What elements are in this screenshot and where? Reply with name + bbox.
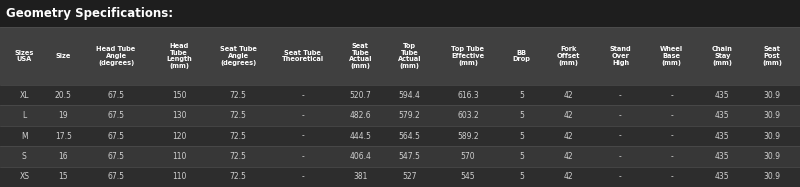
Text: 570: 570 bbox=[461, 152, 475, 161]
Text: -: - bbox=[619, 172, 622, 181]
Text: 444.5: 444.5 bbox=[350, 131, 371, 141]
Text: 110: 110 bbox=[172, 172, 186, 181]
Text: 5: 5 bbox=[519, 131, 524, 141]
Text: 67.5: 67.5 bbox=[107, 111, 125, 120]
Text: 5: 5 bbox=[519, 91, 524, 100]
Text: 30.9: 30.9 bbox=[764, 111, 781, 120]
Text: 19: 19 bbox=[58, 111, 68, 120]
Text: -: - bbox=[301, 172, 304, 181]
Text: 17.5: 17.5 bbox=[54, 131, 71, 141]
Text: -: - bbox=[619, 111, 622, 120]
Text: 130: 130 bbox=[172, 111, 186, 120]
Text: 5: 5 bbox=[519, 111, 524, 120]
Text: Head
Tube
Length
(mm): Head Tube Length (mm) bbox=[166, 43, 192, 69]
Text: Seat Tube
Theoretical: Seat Tube Theoretical bbox=[282, 50, 324, 62]
Bar bbox=[0, 85, 800, 105]
Text: S: S bbox=[22, 152, 26, 161]
Text: 110: 110 bbox=[172, 152, 186, 161]
Bar bbox=[0, 146, 800, 167]
Text: -: - bbox=[670, 172, 673, 181]
Text: -: - bbox=[670, 152, 673, 161]
Text: 406.4: 406.4 bbox=[350, 152, 371, 161]
Text: 42: 42 bbox=[564, 131, 574, 141]
Text: 72.5: 72.5 bbox=[230, 91, 246, 100]
Text: 72.5: 72.5 bbox=[230, 152, 246, 161]
Bar bbox=[0, 126, 800, 146]
Text: Top Tube
Effective
(mm): Top Tube Effective (mm) bbox=[451, 46, 485, 66]
Text: 67.5: 67.5 bbox=[107, 91, 125, 100]
Text: 30.9: 30.9 bbox=[764, 131, 781, 141]
Text: 435: 435 bbox=[715, 91, 730, 100]
Text: 72.5: 72.5 bbox=[230, 131, 246, 141]
Text: Top
Tube
Actual
(mm): Top Tube Actual (mm) bbox=[398, 43, 422, 69]
Text: 527: 527 bbox=[402, 172, 417, 181]
Text: 520.7: 520.7 bbox=[350, 91, 371, 100]
Text: -: - bbox=[301, 131, 304, 141]
Bar bbox=[0, 167, 800, 187]
Text: XS: XS bbox=[19, 172, 30, 181]
Text: 482.6: 482.6 bbox=[350, 111, 371, 120]
Text: -: - bbox=[619, 91, 622, 100]
Text: 381: 381 bbox=[353, 172, 367, 181]
Text: 545: 545 bbox=[461, 172, 475, 181]
Text: 72.5: 72.5 bbox=[230, 111, 246, 120]
Text: 594.4: 594.4 bbox=[398, 91, 421, 100]
Text: 5: 5 bbox=[519, 172, 524, 181]
Text: Seat
Tube
Actual
(mm): Seat Tube Actual (mm) bbox=[349, 43, 372, 69]
Text: -: - bbox=[670, 111, 673, 120]
Text: 547.5: 547.5 bbox=[398, 152, 421, 161]
Text: 42: 42 bbox=[564, 91, 574, 100]
Text: 30.9: 30.9 bbox=[764, 172, 781, 181]
Text: -: - bbox=[619, 152, 622, 161]
Bar bbox=[0, 105, 800, 126]
Text: -: - bbox=[670, 91, 673, 100]
Text: 120: 120 bbox=[172, 131, 186, 141]
Text: Sizes
USA: Sizes USA bbox=[14, 50, 34, 62]
Text: Seat Tube
Angle
(degrees): Seat Tube Angle (degrees) bbox=[220, 46, 257, 66]
Text: Fork
Offset
(mm): Fork Offset (mm) bbox=[557, 46, 580, 66]
Text: 67.5: 67.5 bbox=[107, 172, 125, 181]
Text: 30.9: 30.9 bbox=[764, 91, 781, 100]
Text: 616.3: 616.3 bbox=[457, 91, 478, 100]
Text: -: - bbox=[301, 91, 304, 100]
Text: Seat
Post
(mm): Seat Post (mm) bbox=[762, 46, 782, 66]
Text: 435: 435 bbox=[715, 111, 730, 120]
Text: -: - bbox=[619, 131, 622, 141]
Text: Size: Size bbox=[55, 53, 71, 59]
Text: L: L bbox=[22, 111, 26, 120]
Text: 42: 42 bbox=[564, 111, 574, 120]
Text: 72.5: 72.5 bbox=[230, 172, 246, 181]
Text: -: - bbox=[301, 111, 304, 120]
Text: 603.2: 603.2 bbox=[457, 111, 478, 120]
Text: Stand
Over
High: Stand Over High bbox=[610, 46, 631, 66]
Text: 435: 435 bbox=[715, 172, 730, 181]
Text: 67.5: 67.5 bbox=[107, 152, 125, 161]
Text: 5: 5 bbox=[519, 152, 524, 161]
Text: -: - bbox=[301, 152, 304, 161]
Text: Chain
Stay
(mm): Chain Stay (mm) bbox=[712, 46, 733, 66]
Text: BB
Drop: BB Drop bbox=[513, 50, 530, 62]
Text: Geometry Specifications:: Geometry Specifications: bbox=[6, 7, 174, 19]
Text: 30.9: 30.9 bbox=[764, 152, 781, 161]
Text: -: - bbox=[670, 131, 673, 141]
Text: XL: XL bbox=[20, 91, 29, 100]
Text: 589.2: 589.2 bbox=[457, 131, 478, 141]
Text: 16: 16 bbox=[58, 152, 68, 161]
Text: Head Tube
Angle
(degrees): Head Tube Angle (degrees) bbox=[97, 46, 136, 66]
Text: 579.2: 579.2 bbox=[399, 111, 421, 120]
Text: 150: 150 bbox=[172, 91, 186, 100]
Text: 435: 435 bbox=[715, 152, 730, 161]
Text: 15: 15 bbox=[58, 172, 68, 181]
Text: M: M bbox=[21, 131, 28, 141]
Bar bbox=[0, 27, 800, 85]
Bar bbox=[0, 0, 800, 27]
Text: 42: 42 bbox=[564, 172, 574, 181]
Text: 435: 435 bbox=[715, 131, 730, 141]
Text: 67.5: 67.5 bbox=[107, 131, 125, 141]
Text: Wheel
Base
(mm): Wheel Base (mm) bbox=[660, 46, 683, 66]
Text: 564.5: 564.5 bbox=[398, 131, 421, 141]
Text: 20.5: 20.5 bbox=[54, 91, 71, 100]
Text: 42: 42 bbox=[564, 152, 574, 161]
